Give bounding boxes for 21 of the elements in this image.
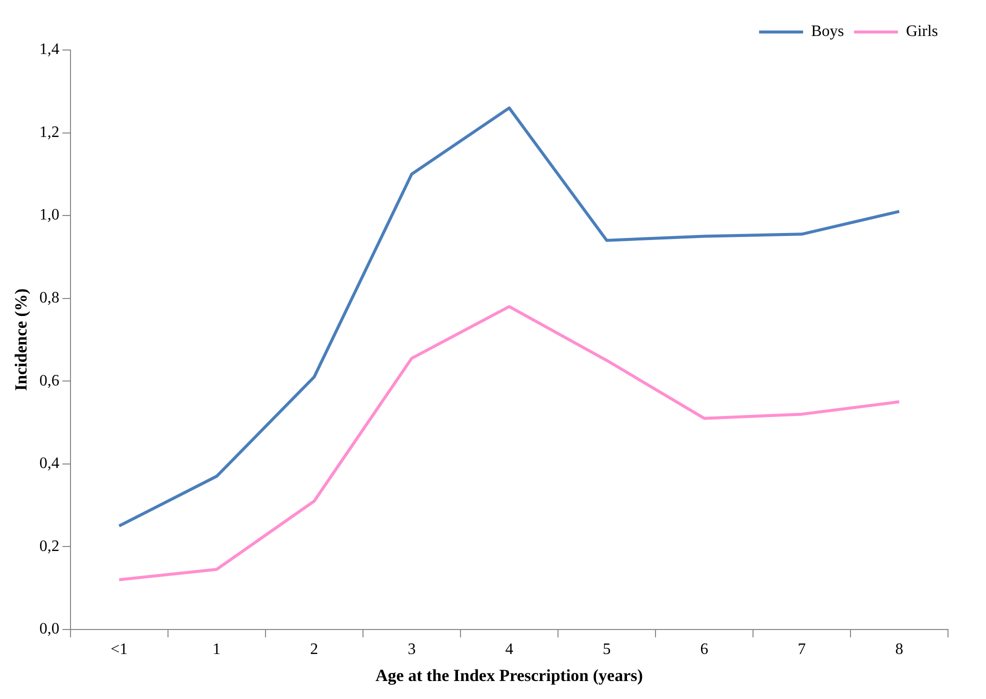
y-axis-title: Incidence (%) [12, 288, 31, 391]
y-tick-label: 0,4 [39, 455, 60, 472]
x-tick-label: 8 [895, 641, 904, 658]
y-tick-label: 1,2 [39, 124, 60, 141]
y-tick-label: 0,8 [39, 290, 60, 307]
y-tick-label: 0,0 [39, 620, 60, 638]
x-axis-title: Age at the Index Prescription (years) [376, 666, 643, 686]
x-tick-label: 2 [310, 641, 318, 658]
x-tick-label: <1 [110, 641, 128, 658]
legend-label: Girls [906, 23, 938, 40]
y-tick-label: 0,2 [39, 538, 60, 555]
x-tick-label: 5 [602, 641, 611, 658]
x-tick-label: 6 [700, 641, 708, 658]
x-tick-label: 3 [408, 641, 416, 658]
y-tick-label: 1,0 [39, 206, 60, 224]
legend-label: Boys [811, 23, 844, 40]
x-tick-label: 4 [505, 641, 514, 658]
y-tick-label: 0,6 [39, 372, 60, 390]
x-tick-label: 1 [212, 641, 221, 658]
y-tick-label: 1,4 [39, 41, 60, 58]
x-tick-label: 7 [798, 641, 806, 658]
